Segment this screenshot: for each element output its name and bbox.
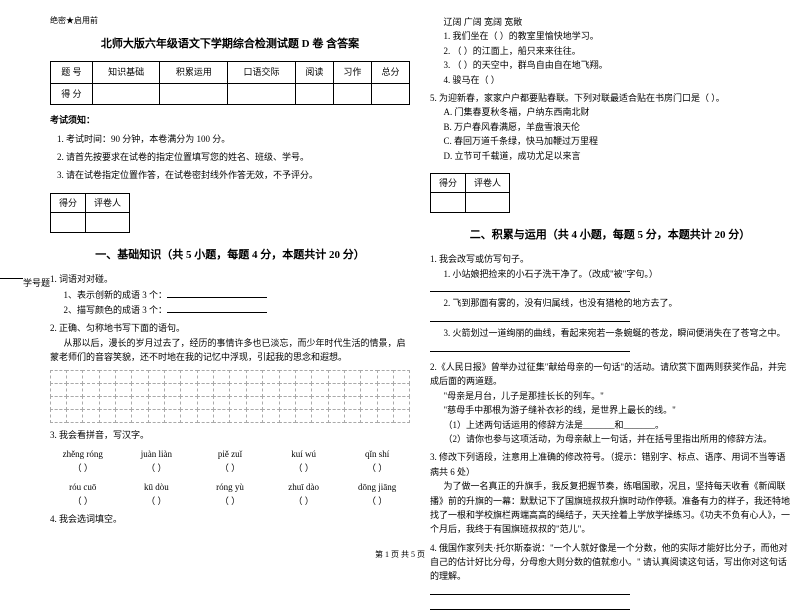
exam-title: 北师大版六年级语文下学期综合检测试题 D 卷 含答案 <box>50 36 410 54</box>
notice-list: 考试时间：90 分钟，本卷满分为 100 分。请首先按要求在试卷的指定位置填写您… <box>50 132 410 183</box>
word-bank: 辽阔 广阔 宽阔 宽敞 <box>430 15 790 29</box>
section-2-title: 二、积累与运用（共 4 小题，每题 5 分，本题共计 20 分） <box>430 227 790 245</box>
question-5: 5. 为迎新春，家家户户都要贴春联。下列对联最适合贴在书房门口是（ ）。 A. … <box>430 91 790 163</box>
writing-grid <box>50 370 410 422</box>
section-1-title: 一、基础知识（共 5 小题，每题 4 分，本题共计 20 分） <box>50 247 410 265</box>
score-box-2: 得分评卷人 <box>430 173 510 213</box>
left-column: 绝密★启用前 北师大版六年级语文下学期综合检测试题 D 卷 含答案 题 号知识基… <box>50 15 410 550</box>
score-box: 得分评卷人 <box>50 193 130 233</box>
question-3: 3. 我会看拼音，写汉字。 zhěng róng（ ）juàn liàn（ ）p… <box>50 428 410 508</box>
question-2: 2. 正确、匀称地书写下面的语句。 从那以后，漫长的岁月过去了，经历的事情许多也… <box>50 321 410 422</box>
s2-question-2: 2.《人民日报》曾举办过征集"献给母亲的一句话"的活动。请欣赏下面两则获奖作品，… <box>430 360 790 446</box>
question-1: 1. 词语对对碰。 1、表示创新的成语 3 个： 2、描写颜色的成语 3 个： <box>50 272 410 317</box>
score-table: 题 号知识基础积累运用口语交际阅读习作总分 得 分 <box>50 61 410 105</box>
margin-char: 题 <box>41 276 50 289</box>
s2-question-1: 1. 我会改写或仿写句子。 1. 小站娘把捡来的小石子洗干净了。（改成"被"字句… <box>430 252 790 356</box>
s2-question-3: 3. 修改下列语段，注意用上准确的修改符号。（提示：错别字、标点、语序、用词不当… <box>430 450 790 536</box>
page-footer: 第 1 页 共 5 页 <box>0 549 800 560</box>
confidential-header: 绝密★启用前 <box>50 15 410 28</box>
right-column: 辽阔 广阔 宽阔 宽敞 1. 我们坐在（ ）的教室里愉快地学习。2. （ ）的江… <box>430 15 790 550</box>
binding-margin: 题 学号 姓名 本 班级 内 学校 线 封 乡镇(街道) <box>10 15 50 550</box>
question-4: 4. 我会选词填空。 <box>50 512 410 526</box>
notice-title: 考试须知： <box>50 113 410 127</box>
margin-label-block: 学号 <box>0 268 41 297</box>
